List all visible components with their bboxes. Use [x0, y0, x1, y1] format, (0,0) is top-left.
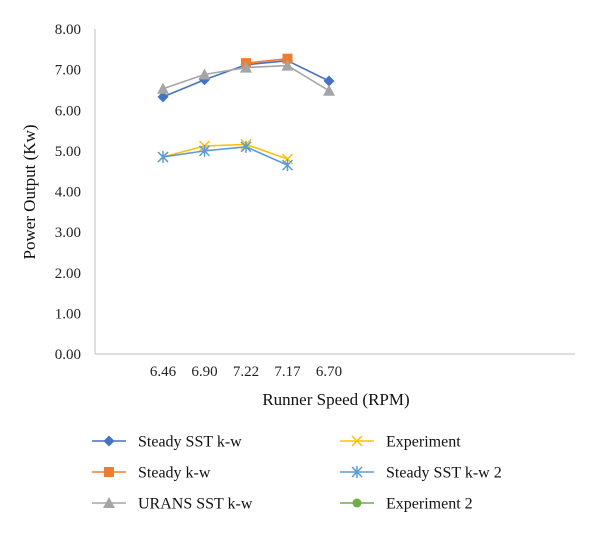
series-steady-sst-k-w-marker: [323, 75, 335, 87]
y-axis-ticks: 0.00 1.00 2.00 3.00 4.00 5.00 6.00 7.00 8.00: [55, 22, 81, 363]
x-axis-label: Runner Speed (RPM): [262, 390, 409, 409]
legend-item-steady-k-w-marker: [104, 467, 114, 477]
legend-item-steady-sst-k-w-2-marker: [351, 466, 363, 478]
series-steady-sst-k-w-marker: [157, 91, 169, 103]
series-experiment-line: [162, 143, 288, 160]
series-layer: [157, 53, 335, 172]
legend-item-steady-k-w: Steady k-w: [92, 465, 211, 482]
legend-item-urans-sst-k-w: URANS SST k-w: [92, 496, 253, 513]
series-steady-sst-k-w-2-line: [162, 145, 288, 166]
series-urans-sst-k-w-marker: [281, 59, 294, 71]
legend-item-steady-sst-k-w-label: Steady SST k-w: [138, 434, 242, 451]
x-tick-label: 6.70: [316, 364, 342, 380]
series-steady-sst-k-w-2-marker: [281, 159, 294, 172]
legend-item-steady-sst-k-w-2: Steady SST k-w 2: [340, 465, 502, 482]
x-tick-label: 6.46: [150, 364, 177, 380]
x-tick-label: 7.22: [233, 364, 259, 380]
legend-item-steady-sst-k-w: Steady SST k-w: [92, 434, 242, 451]
series-urans-sst-k-w-marker: [198, 68, 211, 80]
series-steady-k-w-line: [245, 57, 288, 64]
legend-item-experiment: Experiment: [340, 434, 461, 451]
series-steady-sst-k-w-2-marker: [157, 150, 169, 163]
x-tick-label: 7.17: [274, 364, 301, 380]
y-tick-label: 8.00: [55, 22, 81, 38]
y-tick-label: 1.00: [55, 306, 81, 322]
legend-item-experiment-label: Experiment: [386, 434, 461, 451]
series-urans-sst-k-w-marker: [157, 82, 169, 94]
series-steady-k-w-marker: [282, 53, 293, 64]
y-tick-label: 7.00: [55, 63, 81, 79]
legend-item-steady-sst-k-w-marker: [103, 435, 115, 447]
series-urans-sst-k-w: [157, 59, 335, 96]
legend-item-urans-sst-k-w-label: URANS SST k-w: [138, 496, 253, 513]
y-tick-label: 0.00: [55, 347, 81, 363]
legend: Steady SST k-w Steady k-w URANS SST k-w Exp…: [92, 434, 502, 513]
legend-item-urans-sst-k-w-marker: [103, 497, 115, 508]
y-tick-label: 5.00: [55, 144, 81, 160]
y-axis-label: Power Output (Kw): [20, 124, 39, 259]
x-tick-label: 6.90: [191, 364, 217, 380]
series-experiment: [157, 138, 294, 165]
series-steady-sst-k-w-2-marker: [240, 140, 252, 153]
legend-item-steady-sst-k-w-2-label: Steady SST k-w 2: [386, 465, 502, 482]
series-steady-sst-k-w-2-marker: [198, 144, 211, 157]
x-axis-ticks: 6.46 6.90 7.22 7.17 6.70: [150, 364, 342, 380]
series-urans-sst-k-w-marker: [240, 61, 252, 73]
series-steady-sst-k-w-2: [157, 140, 294, 172]
legend-item-experiment-2-marker: [352, 498, 362, 508]
series-urans-sst-k-w-marker: [323, 84, 335, 96]
y-tick-label: 3.00: [55, 225, 81, 241]
y-tick-label: 2.00: [55, 266, 81, 282]
y-tick-label: 4.00: [55, 185, 81, 201]
plot-area: [94, 29, 575, 355]
legend-item-steady-k-w-label: Steady k-w: [138, 465, 211, 482]
y-tick-label: 6.00: [55, 103, 81, 119]
legend-item-experiment-marker: [351, 435, 363, 447]
legend-item-experiment-2: Experiment 2: [340, 496, 473, 513]
legend-item-experiment-2-label: Experiment 2: [386, 496, 473, 513]
